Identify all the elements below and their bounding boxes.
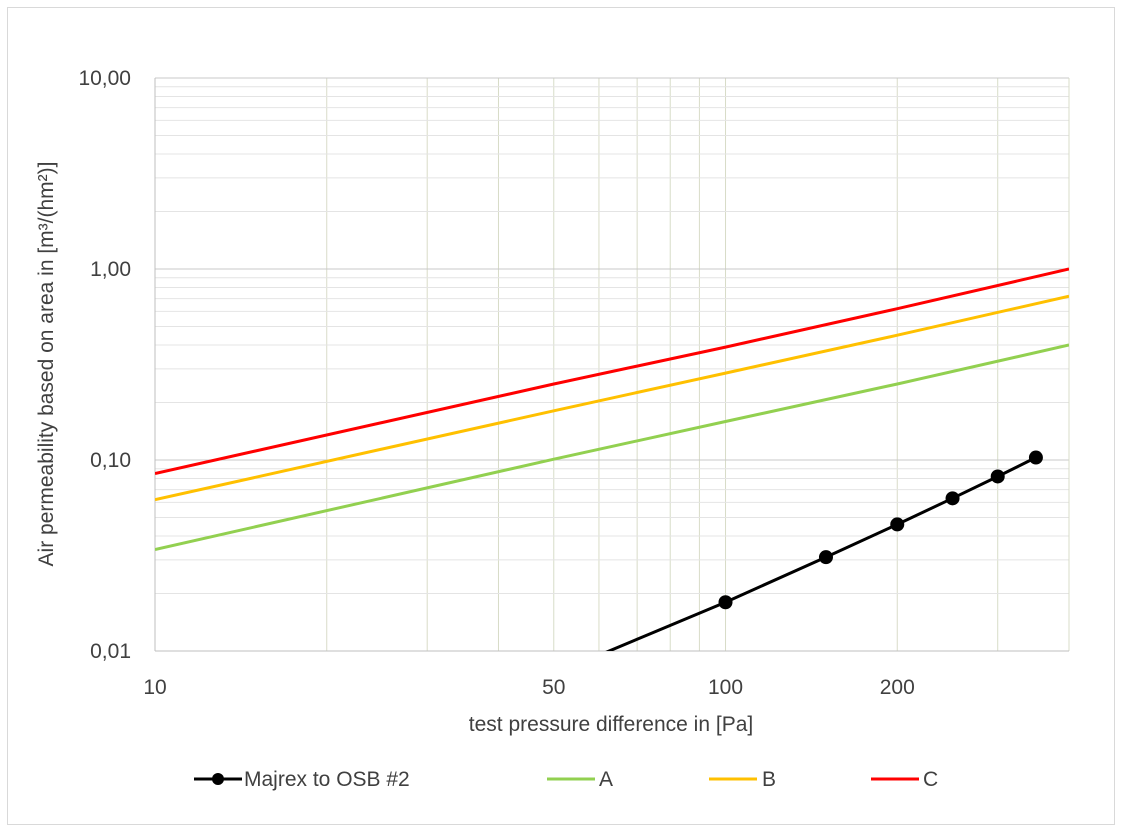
- axes: [154, 78, 1069, 652]
- data-point-marker: [890, 517, 905, 532]
- x-tick-label: 10: [143, 676, 166, 699]
- chart-frame: [7, 7, 1115, 825]
- grid: [155, 77, 1070, 652]
- series-layer: [155, 267, 1069, 651]
- tick-labels: 10 50 100 200 0,01 0,10 1,00 10,00: [78, 67, 914, 699]
- legend-label: A: [599, 768, 613, 791]
- data-point-marker: [990, 469, 1005, 484]
- y-tick-label: 10,00: [78, 67, 131, 90]
- legend-label: B: [762, 768, 776, 791]
- y-axis-title: Air permeability based on area in [m³/(h…: [35, 162, 58, 567]
- legend-item: B: [709, 768, 776, 791]
- series-line: [155, 267, 1069, 475]
- x-axis-title: test pressure difference in [Pa]: [469, 713, 753, 736]
- series-line: [155, 294, 1069, 502]
- x-tick-label: 100: [708, 676, 743, 699]
- legend-label: Majrex to OSB #2: [244, 768, 410, 791]
- y-tick-label: 1,00: [90, 258, 131, 281]
- y-tick-label: 0,01: [90, 640, 131, 663]
- data-point-marker: [718, 595, 733, 610]
- x-tick-label: 200: [880, 676, 915, 699]
- data-point-marker: [818, 550, 833, 565]
- series-line: [155, 343, 1069, 551]
- series-line: [605, 456, 1037, 651]
- data-point-marker: [1028, 450, 1043, 465]
- series-4: [155, 267, 1069, 475]
- legend: Majrex to OSB #2 A B C: [194, 768, 938, 791]
- legend-item: A: [547, 768, 613, 791]
- legend-item: Majrex to OSB #2: [194, 768, 410, 791]
- legend-item: C: [871, 768, 938, 791]
- legend-label: C: [923, 768, 938, 791]
- legend-swatch-marker: [212, 773, 224, 785]
- data-point-marker: [945, 491, 960, 506]
- series-3: [155, 294, 1069, 502]
- series-2: [155, 343, 1069, 551]
- x-tick-label: 50: [542, 676, 565, 699]
- y-tick-label: 0,10: [90, 449, 131, 472]
- series-1: [605, 450, 1043, 651]
